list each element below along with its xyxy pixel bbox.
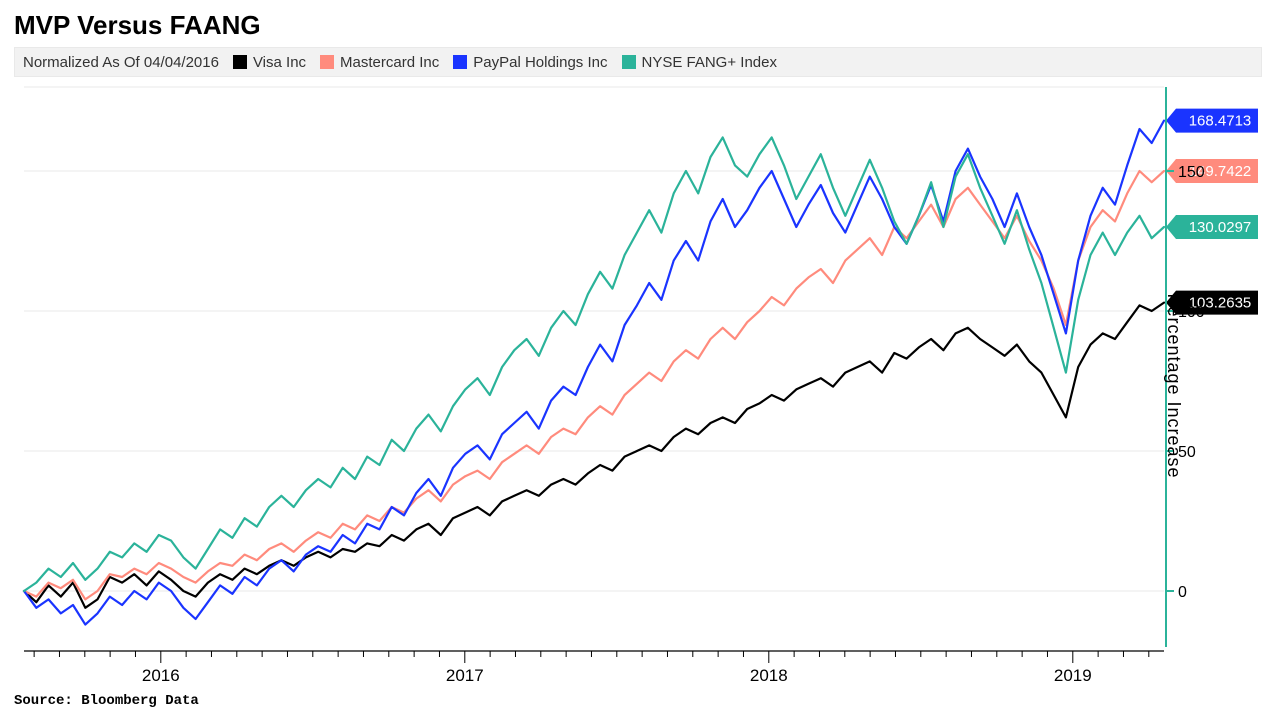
source-text: Source: Bloomberg Data xyxy=(14,693,1262,709)
ytick-label: 150 xyxy=(1178,164,1205,181)
xtick-label: 2018 xyxy=(750,666,788,681)
chart-svg: 103.2635149.7422168.4713130.029705010015… xyxy=(14,81,1258,681)
chart-container: MVP Versus FAANG Normalized As Of 04/04/… xyxy=(0,0,1280,720)
legend-label: Mastercard Inc xyxy=(340,54,439,71)
legend-item: NYSE FANG+ Index xyxy=(622,54,777,71)
svg-text:130.0297: 130.0297 xyxy=(1189,219,1252,236)
xtick-label: 2016 xyxy=(142,666,180,681)
callout: 168.4713 xyxy=(1166,109,1258,133)
legend-item: PayPal Holdings Inc xyxy=(453,54,607,71)
legend-item: Visa Inc xyxy=(233,54,306,71)
legend-bar: Normalized As Of 04/04/2016 Visa Inc Mast… xyxy=(14,47,1262,77)
legend-label: PayPal Holdings Inc xyxy=(473,54,607,71)
callout: 130.0297 xyxy=(1166,215,1258,239)
series-line xyxy=(24,121,1164,625)
svg-text:168.4713: 168.4713 xyxy=(1189,113,1252,130)
legend-items: Visa Inc Mastercard Inc PayPal Holdings In… xyxy=(233,54,777,71)
ytick-label: 0 xyxy=(1178,584,1187,601)
series-line xyxy=(24,303,1164,608)
chart-area: 103.2635149.7422168.4713130.029705010015… xyxy=(14,81,1262,691)
legend-swatch xyxy=(453,55,467,69)
series-line xyxy=(24,171,1164,599)
series-line xyxy=(24,137,1164,591)
normalized-note: Normalized As Of 04/04/2016 xyxy=(23,54,219,71)
legend-item: Mastercard Inc xyxy=(320,54,439,71)
legend-swatch xyxy=(233,55,247,69)
xtick-label: 2017 xyxy=(446,666,484,681)
legend-label: Visa Inc xyxy=(253,54,306,71)
legend-swatch xyxy=(622,55,636,69)
legend-label: NYSE FANG+ Index xyxy=(642,54,777,71)
legend-swatch xyxy=(320,55,334,69)
y-axis-label: Percentage Increase xyxy=(1163,293,1184,478)
xtick-label: 2019 xyxy=(1054,666,1092,681)
chart-title: MVP Versus FAANG xyxy=(14,10,1262,41)
